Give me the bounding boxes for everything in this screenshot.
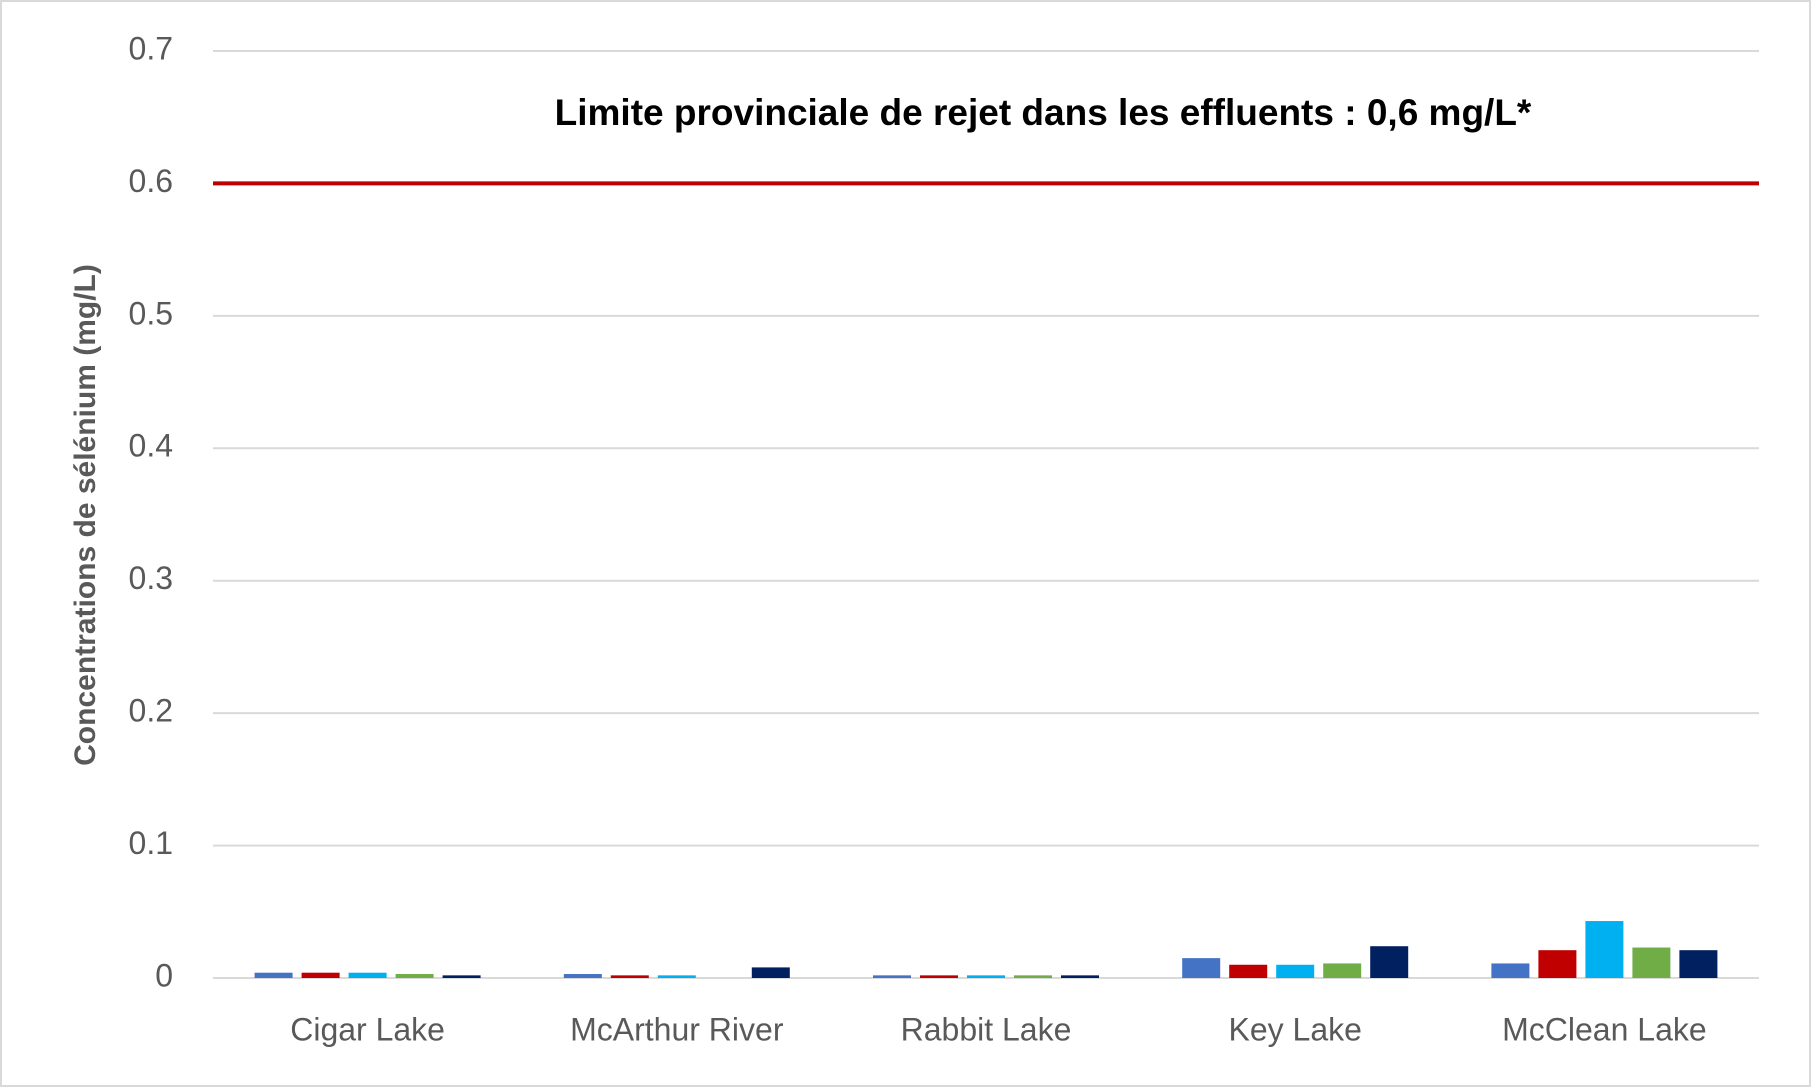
bar xyxy=(610,975,649,978)
y-tick-label: 0.2 xyxy=(129,693,173,729)
bar xyxy=(563,974,602,978)
bar xyxy=(254,972,293,978)
x-tick-label: McArthur River xyxy=(570,1011,784,1047)
bar xyxy=(1632,947,1671,978)
y-tick-label: 0.7 xyxy=(129,30,173,66)
y-axis-title: Concentrations de sélénium (mg/L) xyxy=(69,264,102,766)
bar xyxy=(395,974,434,978)
y-tick-label: 0.6 xyxy=(129,163,173,199)
bar xyxy=(1014,975,1052,978)
bar xyxy=(1061,975,1099,978)
bar xyxy=(1538,950,1577,978)
x-tick-label: Rabbit Lake xyxy=(901,1011,1072,1047)
y-tick-label: 0.4 xyxy=(129,428,173,464)
reference-label: Limite provinciale de rejet dans les eff… xyxy=(555,92,1532,133)
x-tick-label: McClean Lake xyxy=(1502,1011,1707,1047)
bar xyxy=(657,975,696,978)
bar xyxy=(1370,946,1409,978)
x-tick-label: Key Lake xyxy=(1228,1011,1361,1047)
bar xyxy=(1276,964,1315,978)
y-tick-label: 0.5 xyxy=(129,295,173,331)
y-tick-label: 0.3 xyxy=(129,560,173,596)
bar xyxy=(1323,963,1362,978)
bar xyxy=(920,975,958,978)
y-tick-label: 0 xyxy=(155,957,173,993)
bar xyxy=(1491,963,1530,978)
x-tick-label: Cigar Lake xyxy=(290,1011,445,1047)
bar xyxy=(1679,950,1718,978)
bar xyxy=(967,975,1005,978)
bar xyxy=(1229,964,1268,978)
bar xyxy=(301,972,340,978)
bar xyxy=(1585,921,1624,978)
y-tick-label: 0.1 xyxy=(129,825,173,861)
bar xyxy=(348,972,387,978)
bar xyxy=(751,967,790,978)
bar xyxy=(442,975,481,978)
bar xyxy=(873,975,911,978)
bar xyxy=(1182,958,1221,978)
